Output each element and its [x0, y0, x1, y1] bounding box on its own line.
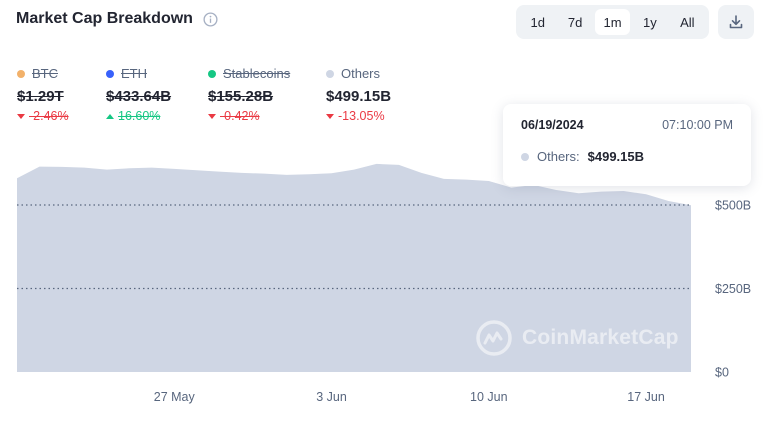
- legend-value: $1.29T: [17, 88, 64, 105]
- legend-change: 16.60%: [106, 109, 171, 123]
- tooltip-time: 07:10:00 PM: [662, 118, 733, 132]
- y-tick-label: $250B: [715, 282, 751, 296]
- chart-header: Market Cap Breakdown: [16, 10, 218, 28]
- time-range-selector: 1d 7d 1m 1y All: [516, 5, 709, 39]
- x-tick-label: 17 Jun: [627, 390, 665, 404]
- range-button-all[interactable]: All: [680, 14, 695, 30]
- series-area-others: [17, 163, 691, 372]
- arrow-down-icon: [326, 113, 334, 119]
- legend-name: Others: [326, 66, 391, 81]
- x-axis: 27 May 3 Jun 10 Jun 17 Jun: [154, 390, 665, 404]
- legend-swatch: [17, 69, 25, 78]
- info-circle-icon[interactable]: [203, 11, 218, 27]
- legend-item-stablecoins[interactable]: Stablecoins $155.28B -0.42%: [208, 66, 290, 123]
- legend-name: Stablecoins: [208, 66, 290, 81]
- download-button[interactable]: [718, 5, 754, 39]
- legend-change: -2.46%: [17, 109, 69, 123]
- arrow-down-icon: [17, 113, 25, 119]
- y-tick-label: $0: [715, 366, 729, 380]
- range-button-7d[interactable]: 7d: [567, 14, 583, 30]
- tooltip-label: Others:: [537, 149, 580, 164]
- tooltip-swatch: [521, 152, 529, 161]
- chart-title: Market Cap Breakdown: [16, 10, 193, 27]
- y-axis: $0 $250B $500B: [715, 199, 751, 380]
- legend-swatch: [326, 69, 334, 78]
- x-tick-label: 10 Jun: [470, 390, 508, 404]
- tooltip-date: 06/19/2024: [521, 118, 584, 132]
- legend-change: -13.05%: [326, 109, 391, 123]
- range-button-1m[interactable]: 1m: [594, 9, 631, 35]
- range-button-1d[interactable]: 1d: [530, 14, 545, 30]
- tooltip-value: $499.15B: [587, 149, 645, 164]
- legend-value: $499.15B: [326, 88, 392, 105]
- legend-item-btc[interactable]: BTC $1.29T -2.46%: [17, 66, 69, 123]
- download-icon: [729, 15, 743, 29]
- x-tick-label: 3 Jun: [316, 390, 347, 404]
- chart-tooltip: 06/19/2024 07:10:00 PM Others: $499.15B: [503, 104, 751, 186]
- legend-value: $155.28B: [208, 88, 274, 105]
- legend-swatch: [106, 69, 114, 78]
- area-path-others: [17, 163, 691, 372]
- arrow-down-icon: [208, 113, 216, 119]
- x-tick-label: 27 May: [154, 390, 196, 404]
- legend-name: BTC: [17, 66, 69, 81]
- legend: BTC $1.29T -2.46% ETH $433.64B 16.60% St…: [0, 66, 430, 130]
- y-tick-label: $500B: [715, 199, 751, 213]
- range-button-1y[interactable]: 1y: [643, 14, 657, 30]
- legend-name: ETH: [106, 66, 171, 81]
- coinmarketcap-logo-icon: [476, 320, 512, 356]
- arrow-up-icon: [106, 113, 114, 119]
- legend-value: $433.64B: [106, 88, 172, 105]
- legend-swatch: [208, 69, 216, 78]
- coinmarketcap-watermark: CoinMarketCap: [474, 318, 679, 358]
- legend-item-eth[interactable]: ETH $433.64B 16.60%: [106, 66, 171, 123]
- legend-item-others[interactable]: Others $499.15B -13.05%: [326, 66, 391, 123]
- legend-change: -0.42%: [208, 109, 290, 123]
